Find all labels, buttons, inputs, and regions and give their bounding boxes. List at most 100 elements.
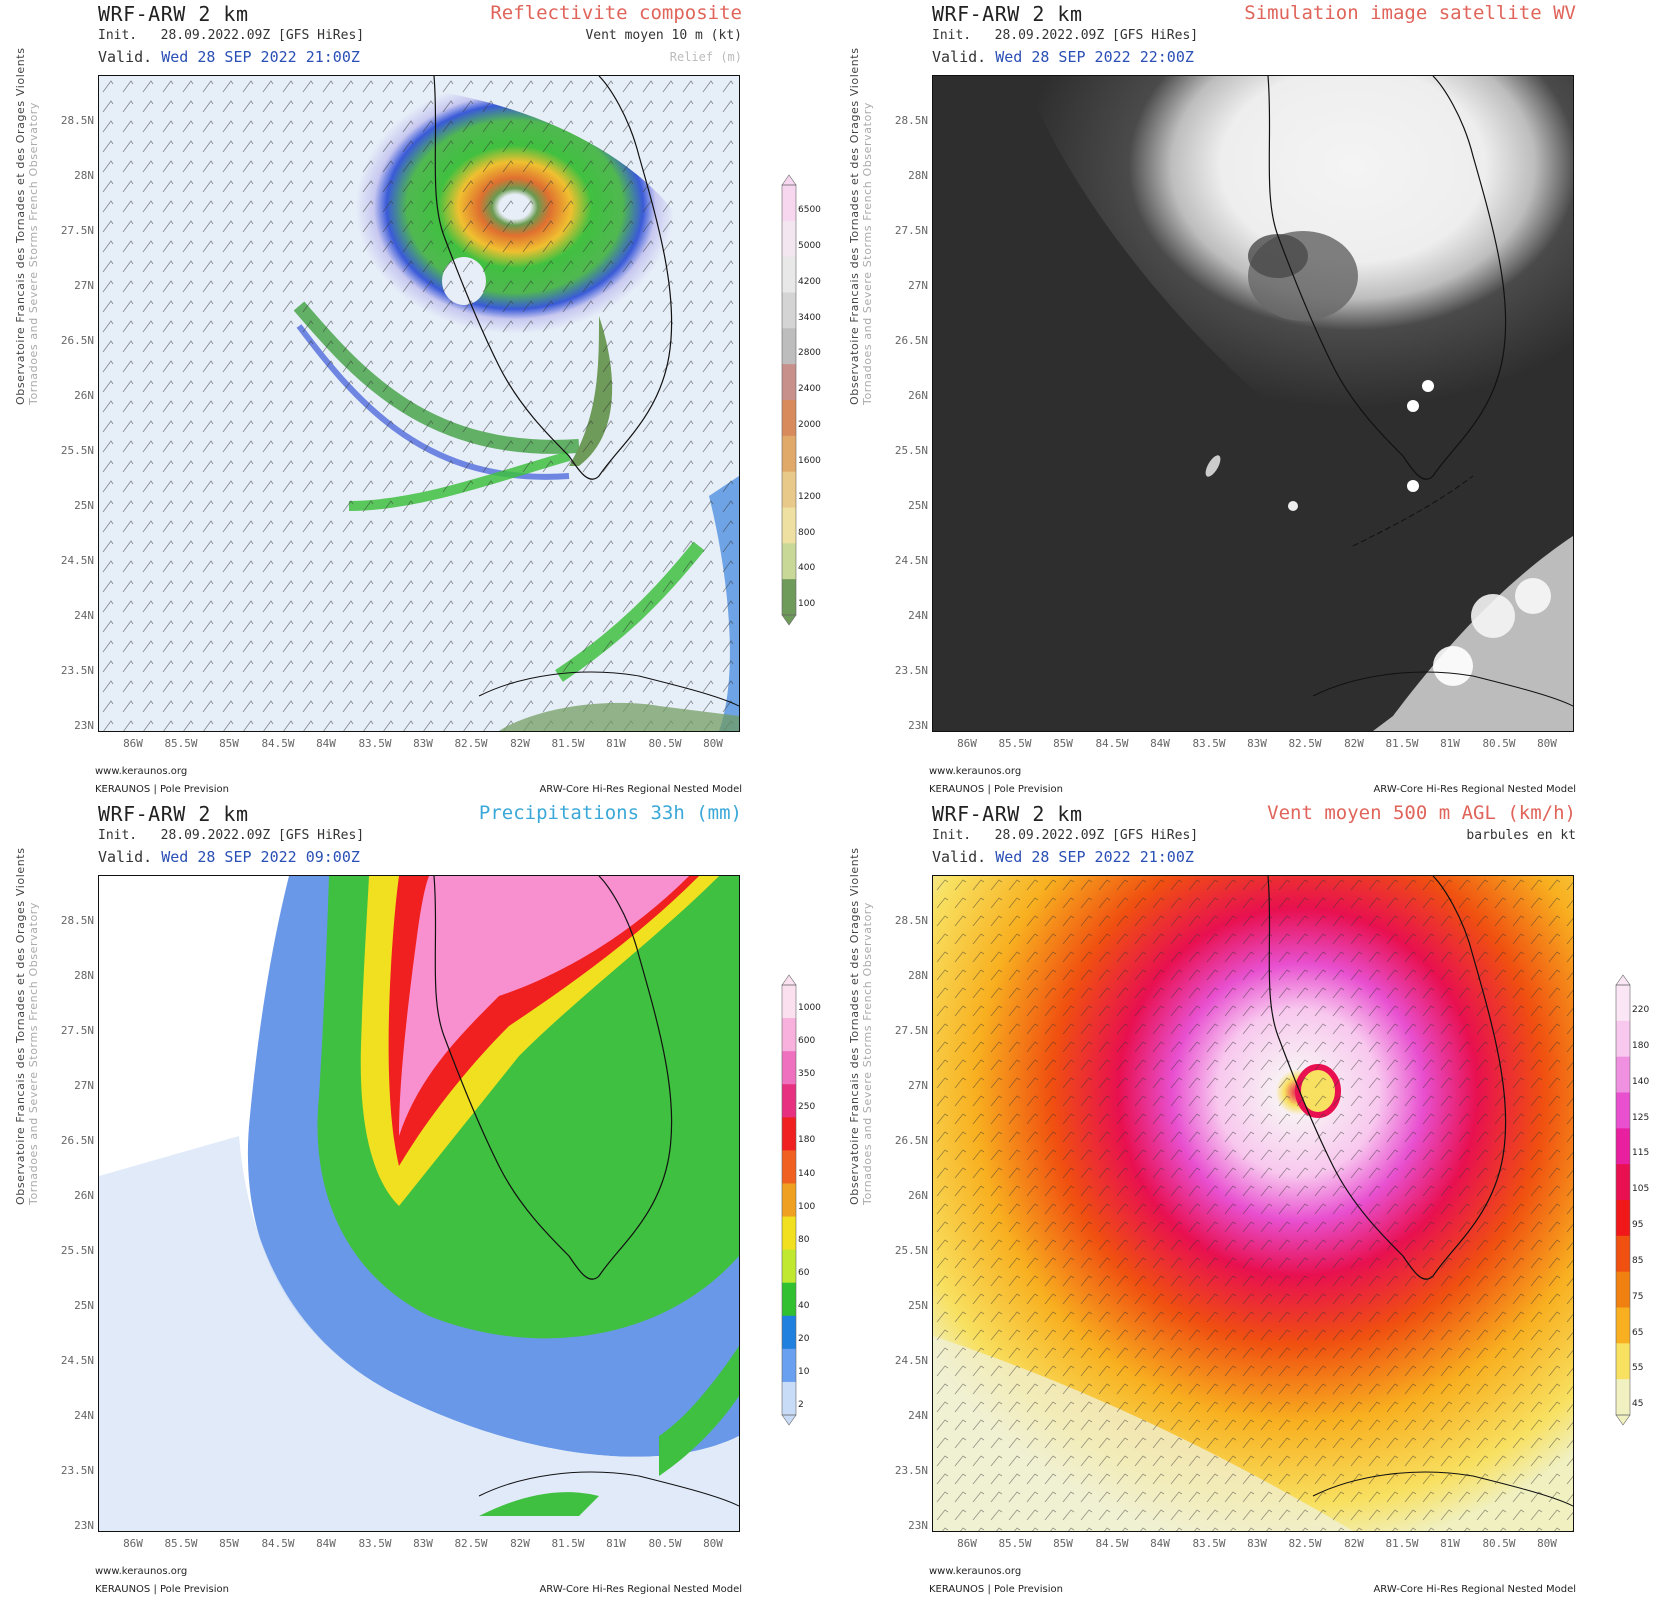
lat-label: 28N xyxy=(908,169,928,182)
colorbar-frame xyxy=(781,984,797,1416)
lat-label: 23.5N xyxy=(60,664,94,677)
org-name: KERAUNOS | Pole Prevision xyxy=(95,784,229,795)
product-subline: barbules en kt xyxy=(1466,828,1576,843)
lon-label: 84.5W xyxy=(261,737,295,750)
lon-label: 85.5W xyxy=(164,737,198,750)
side-credit: Observatoire Francais des Tornades et de… xyxy=(848,847,874,1205)
lat-label: 28.5N xyxy=(894,114,928,127)
lat-label: 27N xyxy=(908,279,928,292)
colorbar-segment xyxy=(1616,1271,1630,1308)
lon-label: 83W xyxy=(1247,1537,1267,1550)
lat-label: 26.5N xyxy=(60,1134,94,1147)
valid-line: Valid. Wed 28 SEP 2022 21:00Z xyxy=(932,848,1194,866)
lon-label: 86W xyxy=(957,737,977,750)
valid-line: Valid. Wed 28 SEP 2022 09:00Z xyxy=(98,848,360,866)
site-url: www.keraunos.org xyxy=(929,1566,1022,1577)
model-name: ARW-Core Hi-Res Regional Nested Model xyxy=(1373,1584,1576,1595)
lon-label: 80W xyxy=(1537,1537,1557,1550)
product-title: Simulation image satellite WV xyxy=(1244,2,1576,24)
colorbar-tick-label: 140 xyxy=(1632,1076,1650,1087)
lat-label: 25.5N xyxy=(60,444,94,457)
colorbar-segment xyxy=(782,1117,796,1151)
colorbar-segment xyxy=(782,543,796,580)
lon-label: 85W xyxy=(219,1537,239,1550)
colorbar-tick-label: 350 xyxy=(798,1069,816,1080)
colorbar-tick-label: 1600 xyxy=(798,455,821,466)
lon-label: 85W xyxy=(1053,1537,1073,1550)
lat-label: 24N xyxy=(74,1409,94,1422)
lat-label: 23N xyxy=(908,1519,928,1532)
panel-precipitation: WRF-ARW 2 km Init. 28.09.2022.09Z [GFS H… xyxy=(0,800,834,1600)
lat-label: 25N xyxy=(74,1299,94,1312)
lat-label: 27N xyxy=(74,1079,94,1092)
init-line: Init. 28.09.2022.09Z [GFS HiRes] xyxy=(932,28,1199,43)
colorbar-tick-label: 600 xyxy=(798,1036,816,1047)
colorbar-segment xyxy=(782,1051,796,1085)
lon-label: 81.5W xyxy=(1385,737,1419,750)
colorbar-segment xyxy=(782,1018,796,1052)
lon-label: 80W xyxy=(703,1537,723,1550)
lat-label: 24N xyxy=(908,609,928,622)
colorbar-segment xyxy=(782,220,796,258)
colorbar-tick-label: 2400 xyxy=(798,384,821,395)
colorbar-bottom-arrow xyxy=(781,1414,797,1426)
colorbar-frame xyxy=(781,184,797,616)
org-name: KERAUNOS | Pole Prevision xyxy=(929,1584,1063,1595)
lat-label: 26N xyxy=(74,1189,94,1202)
colorbar-tick-label: 4200 xyxy=(798,276,821,287)
map-satellite-wv xyxy=(932,75,1574,732)
lon-label: 85W xyxy=(1053,737,1073,750)
lon-label: 80.5W xyxy=(648,737,682,750)
lon-label: 82.5W xyxy=(1288,1537,1322,1550)
colorbar-tick-label: 115 xyxy=(1632,1148,1650,1159)
lon-label: 86W xyxy=(123,737,143,750)
lon-label: 80.5W xyxy=(1482,1537,1516,1550)
lon-label: 82.5W xyxy=(454,737,488,750)
lon-label: 83W xyxy=(1247,737,1267,750)
lon-label: 84W xyxy=(316,737,336,750)
colorbar-segment xyxy=(782,1348,796,1383)
colorbar-segment xyxy=(782,1084,796,1118)
colorbar-segment xyxy=(782,185,796,222)
lat-label: 26.5N xyxy=(60,334,94,347)
colorbar-tick-label: 2000 xyxy=(798,420,821,431)
colorbar-segment xyxy=(1616,985,1630,1022)
colorbar-tick-label: 180 xyxy=(1632,1040,1650,1051)
lon-label: 86W xyxy=(123,1537,143,1550)
lon-label: 85.5W xyxy=(998,737,1032,750)
lon-label: 84.5W xyxy=(1095,1537,1129,1550)
colorbar-top-arrow xyxy=(1615,974,1631,986)
map-wind-500m xyxy=(932,875,1574,1532)
colorbar-segment xyxy=(1616,1020,1630,1058)
lat-label: 24.5N xyxy=(894,554,928,567)
lat-label: 26.5N xyxy=(894,1134,928,1147)
lon-label: 80W xyxy=(703,737,723,750)
lon-label: 80W xyxy=(1537,737,1557,750)
product-title: Precipitations 33h (mm) xyxy=(478,802,742,824)
colorbar-segment xyxy=(782,1249,796,1284)
model-title: WRF-ARW 2 km xyxy=(98,2,249,26)
lon-label: 83W xyxy=(413,1537,433,1550)
colorbar xyxy=(781,974,797,1426)
lat-label: 27.5N xyxy=(894,224,928,237)
colorbar-segment xyxy=(782,328,796,365)
panel-satellite-wv: WRF-ARW 2 km Init. 28.09.2022.09Z [GFS H… xyxy=(834,0,1668,800)
colorbar-tick-label: 40 xyxy=(798,1300,810,1311)
lat-label: 23.5N xyxy=(60,1464,94,1477)
valid-line: Valid. Wed 28 SEP 2022 22:00Z xyxy=(932,48,1194,66)
colorbar-tick-label: 75 xyxy=(1632,1291,1644,1302)
colorbar-top-arrow xyxy=(781,174,797,186)
map-precipitation xyxy=(98,875,740,1532)
lat-label: 24.5N xyxy=(60,1354,94,1367)
colorbar xyxy=(1615,974,1631,1426)
lon-label: 84W xyxy=(1150,1537,1170,1550)
lat-label: 28N xyxy=(74,169,94,182)
lon-label: 80.5W xyxy=(648,1537,682,1550)
init-line: Init. 28.09.2022.09Z [GFS HiRes] xyxy=(98,828,365,843)
lon-label: 85.5W xyxy=(998,1537,1032,1550)
lat-label: 23N xyxy=(74,719,94,732)
colorbar-segment xyxy=(782,1216,796,1251)
lat-label: 27.5N xyxy=(60,1024,94,1037)
colorbar-tick-label: 2 xyxy=(798,1400,804,1411)
model-title: WRF-ARW 2 km xyxy=(932,802,1083,826)
